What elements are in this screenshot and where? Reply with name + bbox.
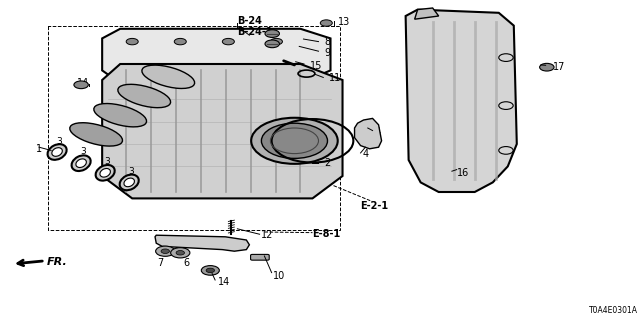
Ellipse shape [72, 156, 91, 171]
Text: 6: 6 [183, 258, 189, 268]
Ellipse shape [118, 84, 171, 108]
Text: 5: 5 [174, 240, 180, 250]
Circle shape [540, 63, 554, 71]
Circle shape [171, 248, 190, 258]
Text: 4: 4 [363, 149, 369, 159]
Ellipse shape [76, 159, 86, 167]
Ellipse shape [124, 178, 134, 187]
FancyBboxPatch shape [251, 254, 269, 260]
Ellipse shape [100, 169, 111, 177]
Text: 1: 1 [36, 144, 42, 154]
Text: B-24-1: B-24-1 [237, 27, 273, 37]
Circle shape [161, 249, 170, 253]
Circle shape [251, 118, 338, 164]
Text: 9: 9 [324, 48, 331, 58]
Text: 14: 14 [77, 78, 89, 88]
Polygon shape [415, 8, 438, 19]
Polygon shape [355, 118, 381, 149]
Circle shape [261, 123, 328, 158]
Ellipse shape [70, 123, 122, 146]
Text: E-2-1: E-2-1 [360, 201, 388, 212]
Polygon shape [102, 29, 330, 83]
Circle shape [202, 266, 220, 275]
Circle shape [265, 30, 280, 37]
Text: 15: 15 [310, 60, 322, 71]
Ellipse shape [120, 175, 139, 190]
Text: 13: 13 [339, 17, 351, 28]
Circle shape [206, 268, 214, 273]
Ellipse shape [94, 104, 147, 127]
Circle shape [265, 40, 280, 48]
Text: 3: 3 [56, 137, 62, 146]
Text: 12: 12 [261, 230, 274, 240]
Circle shape [320, 20, 332, 26]
Text: 16: 16 [457, 168, 469, 178]
Text: 17: 17 [553, 62, 565, 72]
Polygon shape [406, 10, 516, 192]
Text: FR.: FR. [47, 257, 68, 267]
Text: T0A4E0301A: T0A4E0301A [589, 306, 638, 315]
Circle shape [156, 246, 175, 256]
Circle shape [222, 38, 234, 45]
Text: 10: 10 [273, 271, 285, 281]
Text: E-8-1: E-8-1 [312, 229, 340, 239]
Ellipse shape [95, 165, 115, 180]
Text: 4: 4 [375, 127, 381, 137]
Circle shape [271, 38, 282, 45]
Text: 14: 14 [218, 277, 230, 287]
Polygon shape [155, 235, 250, 251]
Text: B-24: B-24 [237, 16, 262, 26]
Ellipse shape [52, 148, 62, 156]
Circle shape [126, 38, 138, 45]
Text: 3: 3 [80, 147, 86, 156]
Text: 11: 11 [330, 73, 342, 84]
Text: 3: 3 [104, 157, 110, 166]
Text: 3: 3 [128, 167, 134, 176]
Circle shape [176, 251, 184, 255]
Circle shape [74, 81, 88, 89]
Ellipse shape [47, 144, 67, 160]
Text: 8: 8 [324, 36, 331, 47]
Polygon shape [102, 64, 342, 198]
Circle shape [174, 38, 186, 45]
Ellipse shape [142, 65, 195, 88]
Text: 7: 7 [157, 258, 164, 268]
Text: 2: 2 [324, 158, 331, 168]
